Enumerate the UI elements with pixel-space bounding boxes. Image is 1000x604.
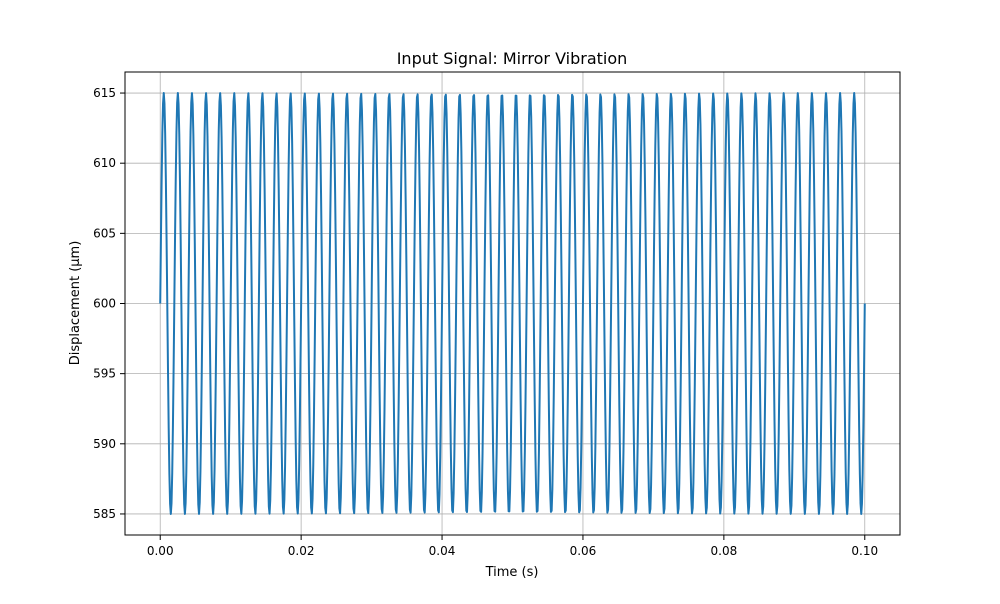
series-layer	[159, 92, 866, 515]
y-tick-label: 600	[93, 297, 116, 311]
y-tick-label: 615	[93, 86, 116, 100]
x-tick-label: 0.06	[570, 544, 597, 558]
y-axis-label: Displacement (µm)	[68, 241, 83, 366]
series-line	[159, 92, 866, 515]
x-axis-label: Time (s)	[485, 565, 539, 580]
x-tick-label: 0.10	[851, 544, 878, 558]
y-tick-label: 610	[93, 156, 116, 170]
chart-title: Input Signal: Mirror Vibration	[397, 49, 628, 68]
x-tick-label: 0.00	[147, 544, 174, 558]
y-tick-label: 590	[93, 437, 116, 451]
x-tick-label: 0.02	[288, 544, 315, 558]
tick-labels: 0.00 0.02 0.04 0.06 0.08 0.10 585 590 595 600 605 6…	[93, 86, 878, 558]
y-tick-label: 605	[93, 226, 116, 240]
x-tick-label: 0.08	[711, 544, 738, 558]
tick-marks	[120, 92, 866, 540]
y-tick-label: 585	[93, 507, 116, 521]
x-tick-label: 0.04	[429, 544, 456, 558]
y-tick-label: 595	[93, 367, 116, 381]
